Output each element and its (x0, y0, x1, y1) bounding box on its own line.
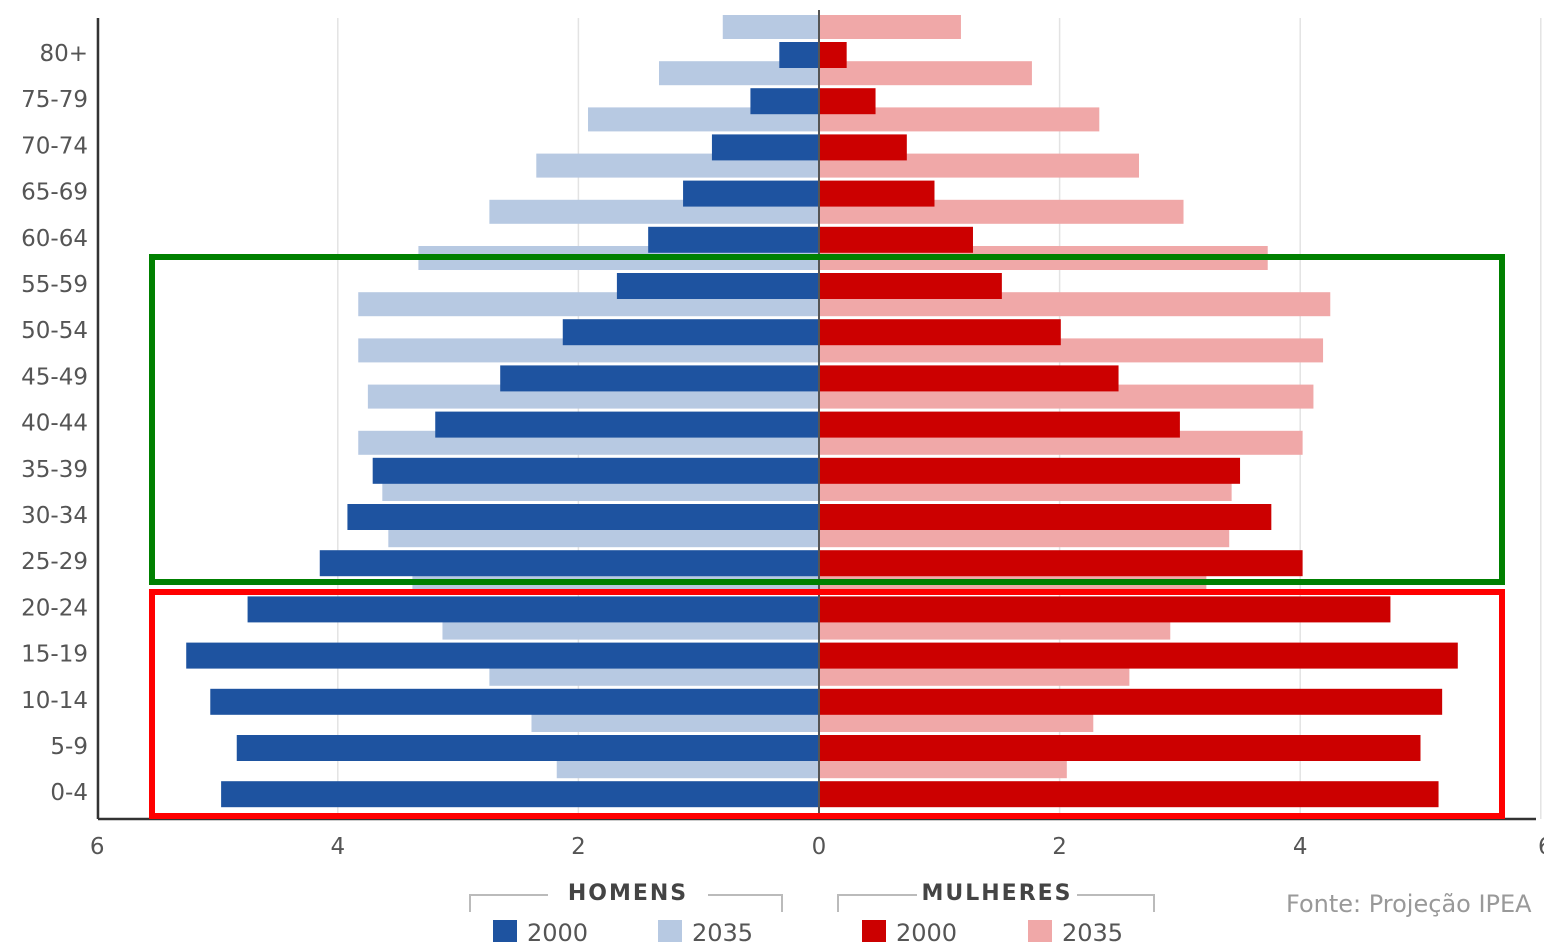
bar-homens-2000-0-4 (221, 781, 819, 808)
bars (186, 15, 1458, 808)
bar-mulheres-2000-5-9 (819, 735, 1421, 761)
bar-mulheres-2035-75-79 (819, 61, 1032, 86)
bar-homens-2000-55-59 (616, 273, 819, 299)
y-tick-label: 30-34 (21, 503, 88, 529)
bar-homens-2000-70-74 (711, 134, 819, 161)
y-tick-label: 50-54 (21, 318, 88, 344)
bar-mulheres-2000-15-19 (819, 642, 1458, 669)
y-tick-label: 65-69 (21, 180, 88, 206)
y-tick-label: 40-44 (21, 411, 88, 437)
bar-mulheres-2000-70-74 (819, 134, 907, 161)
y-tick-label: 70-74 (21, 133, 88, 159)
y-tick-label: 0-4 (50, 780, 88, 806)
bar-homens-2000-75-79 (750, 88, 819, 115)
bar-homens-2000-20-24 (247, 596, 819, 623)
legend-bracket (469, 894, 783, 912)
x-tick-label: 6 (90, 834, 105, 860)
bar-homens-2000-35-39 (372, 457, 819, 484)
bar-homens-2000-25-29 (319, 550, 819, 577)
bar-mulheres-2035-70-74 (819, 107, 1100, 132)
bar-homens-2000-80+ (779, 42, 819, 68)
bar-mulheres-2035-80+ (819, 15, 961, 39)
y-tick-label: 80+ (39, 41, 88, 67)
bar-mulheres-2000-10-14 (819, 688, 1443, 715)
x-tick-label: 4 (330, 834, 345, 860)
x-tick-labels: 6 4 2 0 2 4 6 (90, 834, 1544, 860)
legend-group-title: MULHERES (921, 881, 1072, 906)
bar-homens-2000-15-19 (186, 642, 820, 669)
highlight-box-20-24-to-0-4 (149, 589, 1505, 819)
legend-label-2000: 2000 (527, 919, 588, 946)
source-note: Fonte: Projeção IPEA (1286, 890, 1532, 918)
bar-mulheres-2000-65-69 (819, 180, 935, 207)
legend-label-2035: 2035 (692, 919, 753, 946)
x-tick-label: 6 (1538, 834, 1544, 860)
y-tick-label: 35-39 (21, 457, 88, 483)
bar-homens-2000-40-44 (435, 411, 819, 438)
bar-mulheres-2000-20-24 (819, 596, 1391, 623)
y-tick-label: 60-64 (21, 226, 88, 252)
legend-bracket (837, 894, 1155, 912)
legend-group-homens: HOMENS 2000 2035 (469, 881, 783, 946)
y-tick-label: 10-14 (21, 688, 88, 714)
y-tick-label: 20-24 (21, 595, 88, 621)
bar-homens-2000-65-69 (683, 180, 819, 207)
bar-mulheres-2000-45-49 (819, 365, 1119, 392)
y-tick-label: 45-49 (21, 364, 88, 390)
highlight-box-55-59-to-25-29 (149, 254, 1505, 585)
x-tick-label: 2 (1052, 834, 1067, 860)
legend-group-mulheres: MULHERES 2000 2035 (837, 881, 1155, 946)
bar-homens-2000-30-34 (347, 504, 819, 530)
y-tick-label: 55-59 (21, 272, 88, 298)
legend-swatch-2000 (862, 920, 886, 942)
bar-mulheres-2000-60-64 (819, 226, 973, 253)
legend: HOMENS 2000 2035 MULHERES 2000 2035 (469, 881, 1155, 946)
age-group-labels: 80+ 75-79 70-74 65-69 60-64 55-59 50-54 45-49 40… (21, 41, 88, 806)
y-tick-label: 15-19 (21, 642, 88, 668)
y-tick-label: 75-79 (21, 87, 88, 113)
x-tick-label: 2 (571, 834, 586, 860)
legend-swatch-2035 (658, 920, 682, 942)
bar-homens-2000-10-14 (210, 688, 820, 715)
bar-mulheres-2000-55-59 (819, 273, 1002, 299)
bar-homens-2000-5-9 (236, 735, 820, 761)
highlight-boxes (149, 254, 1505, 819)
bar-homens-2000-60-64 (648, 226, 819, 253)
x-tick-label: 4 (1293, 834, 1308, 860)
legend-swatch-2000 (493, 920, 517, 942)
legend-label-2000: 2000 (896, 919, 957, 946)
y-tick-label: 5-9 (50, 734, 88, 760)
bar-mulheres-2000-30-34 (819, 504, 1272, 530)
bar-mulheres-2000-80+ (819, 42, 847, 68)
bar-mulheres-2000-40-44 (819, 411, 1180, 438)
bar-homens-2000-50-54 (562, 319, 819, 346)
x-tick-label: 0 (812, 834, 827, 860)
legend-swatch-2035 (1028, 920, 1052, 942)
bar-homens-2035-80+ (722, 15, 819, 39)
bar-mulheres-2000-75-79 (819, 88, 876, 115)
bar-mulheres-2000-25-29 (819, 550, 1303, 577)
bar-mulheres-2000-35-39 (819, 457, 1241, 484)
bar-homens-2035-75-79 (659, 61, 819, 86)
y-tick-label: 25-29 (21, 549, 88, 575)
bar-homens-2000-45-49 (500, 365, 819, 392)
legend-label-2035: 2035 (1062, 919, 1123, 946)
bar-mulheres-2000-50-54 (819, 319, 1061, 346)
legend-group-title: HOMENS (568, 881, 688, 906)
bar-mulheres-2000-0-4 (819, 781, 1439, 808)
